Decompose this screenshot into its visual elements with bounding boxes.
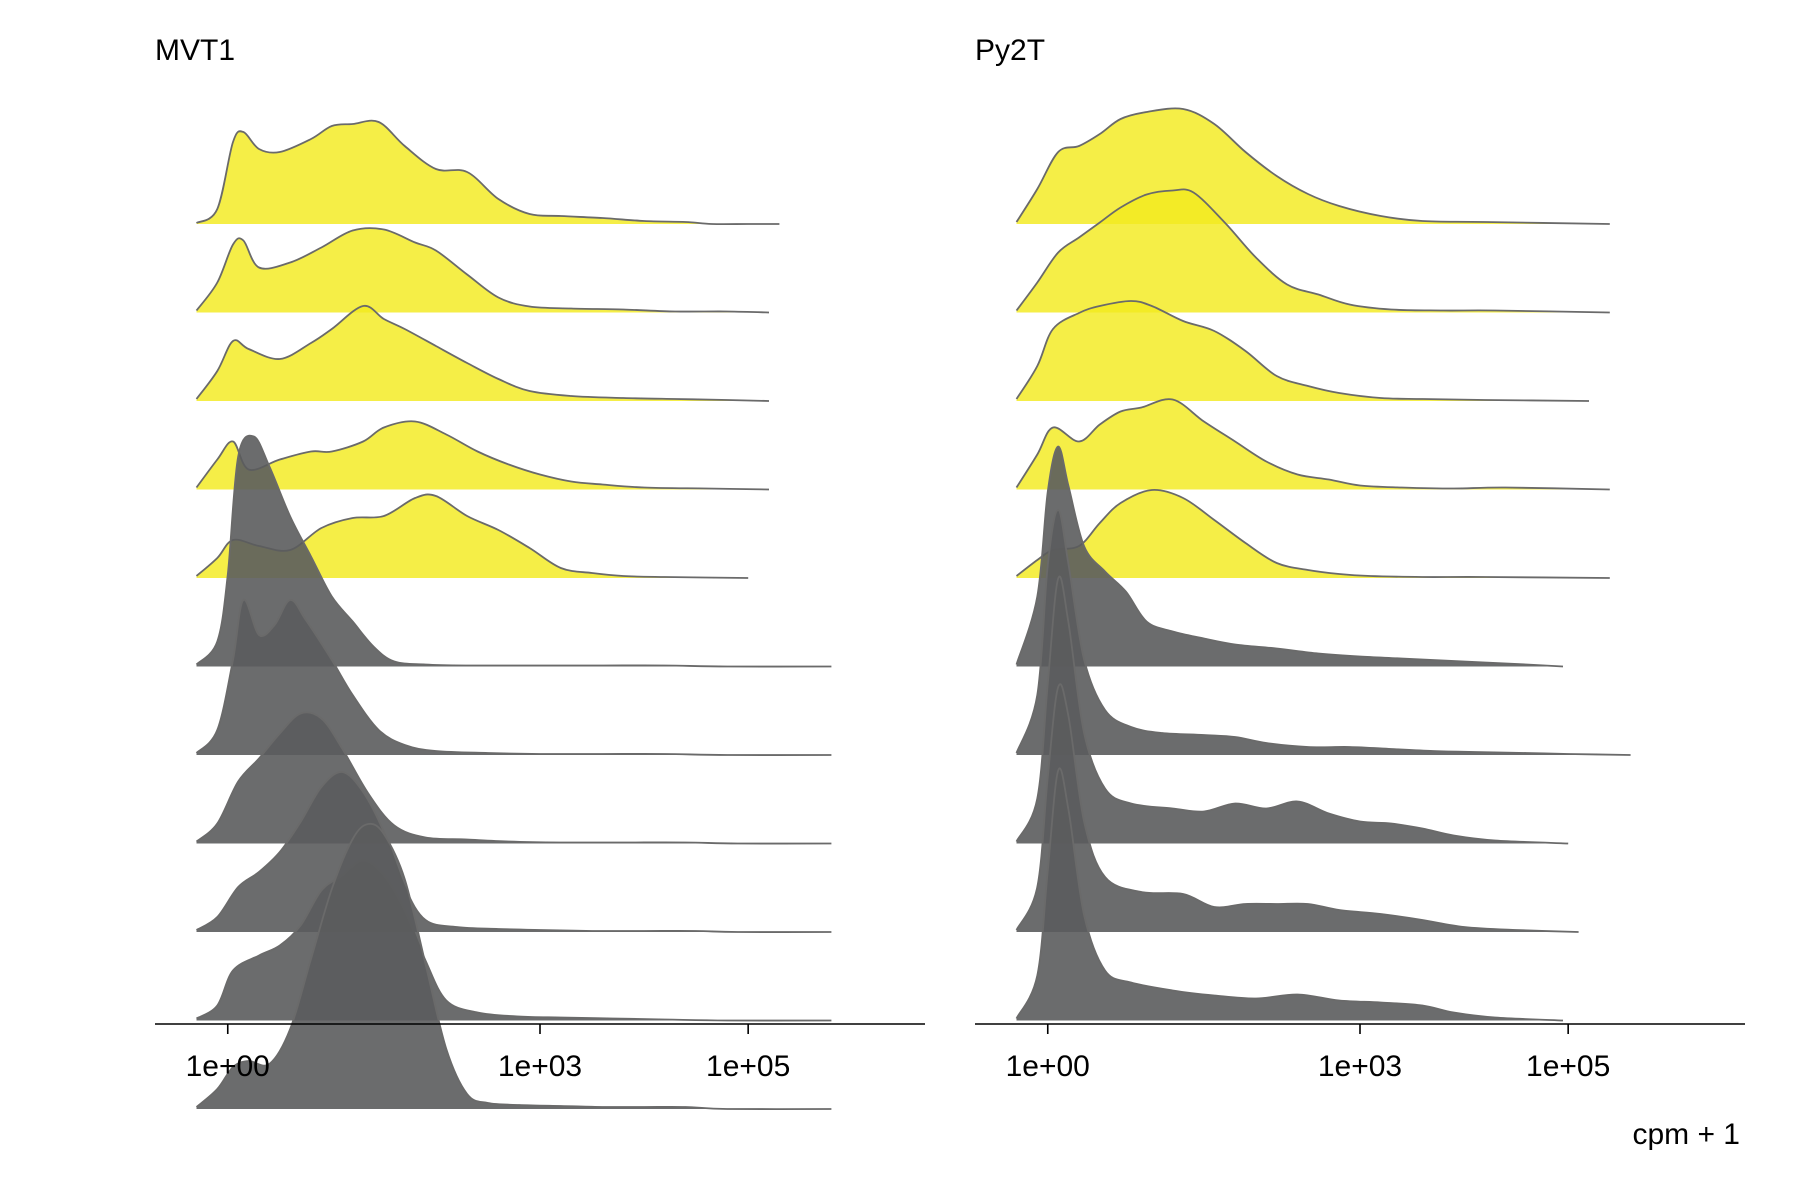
ridge-4 — [195, 420, 770, 491]
ridge-area — [1016, 489, 1610, 578]
ridge-10 — [1015, 767, 1564, 1022]
ridge-outline — [1015, 398, 1610, 491]
ridge-8 — [195, 711, 832, 845]
ridge-outline — [1015, 509, 1631, 756]
ridge-2 — [195, 227, 770, 314]
ridge-outline — [1015, 300, 1590, 402]
ridge-7 — [195, 599, 832, 756]
ridge-area — [1016, 768, 1563, 1021]
ridge-area — [196, 120, 780, 225]
ridge-outline — [1015, 188, 1610, 314]
x-tick-label: 1e+05 — [706, 1050, 790, 1083]
ridge-outline — [1015, 683, 1579, 933]
x-axis: 1e+00 1e+03 1e+05 — [155, 1023, 925, 1083]
panel-py2t: Py2T 1e+00 1e+03 1e+05 — [975, 34, 1745, 1083]
ridges-group — [1015, 107, 1631, 1022]
x-tick-label: 1e+00 — [186, 1050, 270, 1083]
ridge-outline — [1015, 767, 1564, 1022]
ridge-area — [196, 228, 769, 313]
ridge-area — [196, 823, 832, 1110]
ridge-outline — [1015, 575, 1569, 845]
ridge-area — [1016, 301, 1589, 401]
ridge-area — [196, 712, 832, 844]
panel-title: MVT1 — [155, 34, 235, 67]
ridge-area — [1016, 189, 1610, 313]
ridge-area — [196, 421, 769, 490]
ridge-3 — [1015, 300, 1590, 402]
ridge-2 — [1015, 188, 1610, 314]
ridge-area — [196, 494, 749, 578]
ridge-area — [196, 305, 769, 401]
ridge-11 — [195, 822, 832, 1111]
ridge-outline — [1015, 445, 1564, 668]
ridge-outline — [195, 434, 832, 668]
ridge-3 — [195, 305, 770, 402]
ridge-area — [1016, 399, 1610, 490]
ridge-area — [196, 599, 832, 756]
ridge-1 — [1015, 107, 1610, 225]
ridge-outline — [195, 227, 770, 314]
ridge-outline — [1015, 107, 1610, 225]
ridge-outline — [195, 822, 832, 1111]
ridge-outline — [195, 711, 832, 845]
x-tick-label: 1e+03 — [498, 1050, 582, 1083]
ridges-group — [195, 119, 832, 1111]
ridge-1 — [196, 119, 780, 226]
panel-title: Py2T — [975, 34, 1045, 67]
ridge-5 — [1015, 489, 1610, 579]
ridge-outline — [196, 119, 780, 226]
ridge-4 — [1015, 398, 1610, 491]
ridge-outline — [195, 305, 770, 402]
x-tick-label: 1e+05 — [1526, 1050, 1610, 1083]
panel-mvt1: MVT1 1e+00 1e+03 1e+05 — [155, 34, 925, 1111]
ridge-area — [1016, 108, 1610, 224]
x-tick-label: 1e+03 — [1318, 1050, 1402, 1083]
ridge-outline — [195, 599, 832, 756]
x-tick-label: 1e+00 — [1006, 1050, 1090, 1083]
x-axis-title: cpm + 1 — [1632, 1118, 1740, 1151]
x-axis: 1e+00 1e+03 1e+05 — [975, 1023, 1745, 1083]
